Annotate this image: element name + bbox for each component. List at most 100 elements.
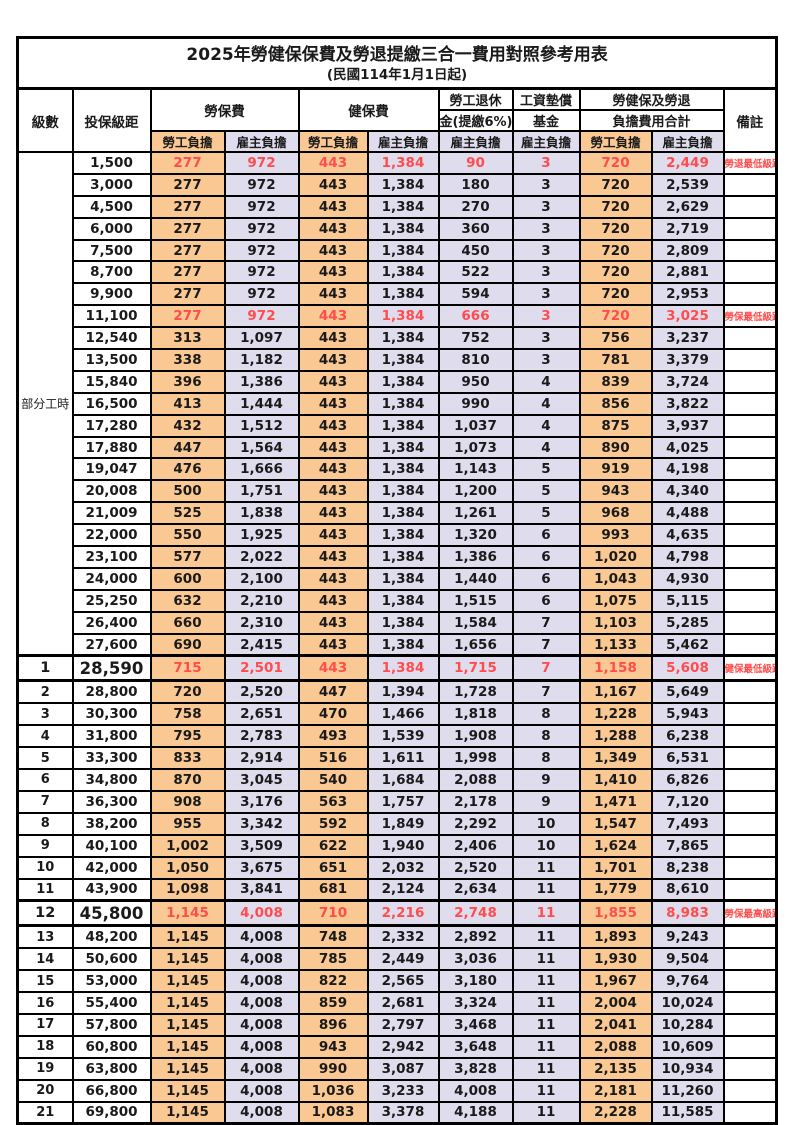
employer-amount-cell: 2,406 (437, 833, 514, 858)
bracket-cell: 55,400 (71, 991, 152, 1015)
note-cell (722, 969, 778, 994)
col-header-labor-insurance: 勞保費 (149, 87, 300, 132)
employee-amount-cell: 443 (297, 369, 369, 394)
col-header-wage-fund-line1: 工資墊償 (511, 87, 581, 111)
employer-amount-cell: 7,865 (650, 833, 725, 858)
note-cell (722, 811, 778, 836)
employer-amount-cell: 1,611 (366, 746, 440, 771)
employer-amount-cell: 1,384 (366, 479, 440, 504)
employee-amount-cell: 1,624 (578, 833, 653, 858)
employee-amount-cell: 525 (149, 501, 226, 526)
employee-amount-cell: 447 (297, 679, 369, 705)
employee-amount-cell: 443 (297, 654, 369, 683)
employer-amount-cell: 450 (437, 238, 514, 263)
level-cell: 6 (16, 768, 74, 792)
employer-amount-cell: 1,384 (366, 172, 440, 197)
employee-amount-cell: 592 (297, 811, 369, 836)
employer-amount-cell: 4,635 (650, 523, 725, 548)
level-cell: 21 (16, 1100, 74, 1125)
employer-amount-cell: 5,608 (650, 654, 725, 683)
employer-amount-cell: 5,462 (650, 632, 725, 658)
employee-amount-cell: 1,779 (578, 877, 653, 902)
employee-amount-cell: 443 (297, 545, 369, 569)
level-cell: 14 (16, 947, 74, 972)
employee-amount-cell: 577 (149, 545, 226, 569)
bracket-cell: 66,800 (71, 1078, 152, 1103)
employer-amount-cell: 3,937 (650, 413, 725, 438)
employer-amount-cell: 1,384 (366, 216, 440, 241)
bracket-cell: 28,800 (71, 679, 152, 705)
table-row: 3 30,300 758 2,651 470 1,466 1,818 8 1,228 5,943 (16, 702, 778, 727)
employer-amount-cell: 2,032 (366, 855, 440, 880)
table-row: 3,000 277 972 443 1,384 180 3 720 2,539 (18, 172, 778, 197)
employer-amount-cell: 972 (223, 282, 300, 307)
note-cell (722, 1012, 778, 1037)
employer-amount-cell: 5,943 (650, 702, 725, 727)
table-row: 21,009 525 1,838 443 1,384 1,261 5 968 4,488 (18, 501, 778, 526)
bracket-cell: 30,300 (71, 702, 152, 727)
employer-amount-cell: 9 (511, 768, 581, 792)
employer-amount-cell: 4,008 (223, 1056, 300, 1081)
employer-amount-cell: 7 (511, 632, 581, 658)
employer-amount-cell: 4,930 (650, 566, 725, 591)
note-cell (722, 1078, 778, 1103)
employee-amount-cell: 476 (149, 457, 226, 482)
note-cell (722, 1056, 778, 1081)
bracket-cell: 63,800 (71, 1056, 152, 1081)
employer-amount-cell: 2,629 (650, 194, 725, 219)
employer-amount-cell: 3,176 (223, 789, 300, 814)
bracket-cell: 15,840 (71, 369, 152, 394)
bracket-cell: 60,800 (71, 1034, 152, 1059)
table-row: 22,000 550 1,925 443 1,384 1,320 6 993 4,635 (18, 523, 778, 548)
employee-amount-cell: 1,967 (578, 969, 653, 994)
employee-amount-cell: 277 (149, 151, 226, 175)
employer-amount-cell: 3 (511, 282, 581, 307)
employee-amount-cell: 1,145 (149, 1078, 226, 1103)
subheader-labor-employee: 勞工負擔 (149, 130, 226, 153)
employer-amount-cell: 1,384 (366, 260, 440, 285)
note-cell: 健保最低級距 (722, 654, 778, 683)
bracket-cell: 1,500 (71, 151, 152, 175)
employer-amount-cell: 4,798 (650, 545, 725, 569)
employee-amount-cell: 1,167 (578, 679, 653, 705)
employer-amount-cell: 4,008 (223, 924, 300, 950)
employee-amount-cell: 943 (297, 1034, 369, 1059)
employee-amount-cell: 540 (297, 768, 369, 792)
employee-amount-cell: 443 (297, 348, 369, 372)
employer-amount-cell: 4,188 (437, 1100, 514, 1125)
table-row: 11,100 277 972 443 1,384 666 3 720 3,025 勞保最低級距 (18, 304, 778, 329)
employee-amount-cell: 1,103 (578, 610, 653, 635)
employer-amount-cell: 7 (511, 654, 581, 683)
employee-amount-cell: 681 (297, 877, 369, 902)
employer-amount-cell: 11 (511, 969, 581, 994)
note-cell (722, 855, 778, 880)
table-row: 12 45,800 1,145 4,008 710 2,216 2,748 11 1,855 8,… (16, 899, 778, 928)
col-header-bracket: 投保級距 (71, 87, 152, 153)
note-cell (722, 391, 778, 416)
bracket-cell: 31,800 (71, 724, 152, 749)
subheader-health-employee: 勞工負擔 (297, 130, 369, 153)
table-row: 7,500 277 972 443 1,384 450 3 720 2,809 (18, 238, 778, 263)
employee-amount-cell: 277 (149, 282, 226, 307)
level-cell: 9 (16, 833, 74, 858)
employer-amount-cell: 3 (511, 304, 581, 329)
employer-amount-cell: 1,384 (366, 391, 440, 416)
employee-amount-cell: 896 (297, 1012, 369, 1037)
employer-amount-cell: 1,384 (366, 304, 440, 329)
employer-amount-cell: 1,384 (366, 610, 440, 635)
level-cell: 10 (16, 855, 74, 880)
note-cell (722, 877, 778, 902)
employer-amount-cell: 180 (437, 172, 514, 197)
employer-amount-cell: 4,008 (223, 899, 300, 928)
employee-amount-cell: 720 (149, 679, 226, 705)
employee-amount-cell: 968 (578, 501, 653, 526)
bracket-cell: 11,100 (71, 304, 152, 329)
employer-amount-cell: 10,284 (650, 1012, 725, 1037)
table-row: 19 63,800 1,145 4,008 990 3,087 3,828 11 2,135 10… (16, 1056, 778, 1081)
bracket-cell: 23,100 (71, 545, 152, 569)
employee-amount-cell: 720 (578, 216, 653, 241)
employee-amount-cell: 1,083 (297, 1100, 369, 1125)
table-title-block: 2025年勞健保保費及勞退提繳三合一費用對照參考用表 (民國114年1月1日起) (15, 36, 779, 90)
bracket-cell: 7,500 (71, 238, 152, 263)
note-cell (722, 924, 778, 950)
